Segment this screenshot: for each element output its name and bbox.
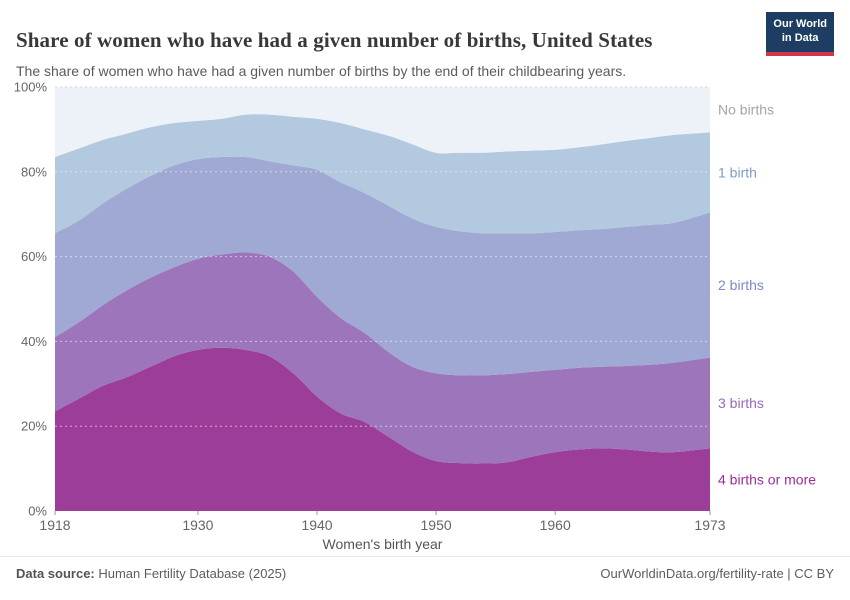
y-tick-label-80: 80% [21, 164, 47, 179]
area-band-1-birth[interactable] [55, 114, 710, 234]
credit-link[interactable]: OurWorldinData.org/fertility-rate | CC B… [600, 566, 834, 581]
series-label-1-birth[interactable]: 1 birth [718, 164, 757, 180]
x-tick-label-1950: 1950 [421, 517, 452, 533]
y-tick-label-100: 100% [14, 80, 48, 95]
y-tick-label-0: 0% [28, 504, 47, 519]
series-label-3-births[interactable]: 3 births [718, 395, 764, 411]
series-label-2-births[interactable]: 2 births [718, 277, 764, 293]
stacked-area-chart: 4 births or more 3 births 2 births 1 birth N… [14, 80, 816, 553]
y-tick-label-60: 60% [21, 249, 47, 264]
x-axis-title: Women's birth year [323, 536, 443, 552]
y-tick-label-20: 20% [21, 419, 47, 434]
owid-logo[interactable]: Our World in Data [766, 12, 834, 56]
area-band-2-births[interactable] [55, 156, 710, 376]
data-source-label: Data source: [16, 566, 95, 581]
x-tick-label-1940: 1940 [301, 517, 332, 533]
data-source: Data source: Human Fertility Database (2… [16, 566, 286, 581]
area-band-3-births[interactable] [55, 252, 710, 464]
area-band-4-births-or-more[interactable] [55, 347, 710, 511]
x-tick-label-1960: 1960 [540, 517, 571, 533]
x-tick-label-1918: 1918 [39, 517, 70, 533]
series-label-4-births-or-more[interactable]: 4 births or more [718, 472, 816, 488]
y-tick-label-40: 40% [21, 334, 47, 349]
chart-subtitle: The share of women who have had a given … [16, 63, 627, 79]
chart-footer: Data source: Human Fertility Database (2… [0, 556, 850, 581]
area-band-no-births[interactable] [55, 87, 710, 157]
owid-logo-line2: in Data [781, 31, 819, 44]
data-source-value: Human Fertility Database (2025) [94, 566, 287, 581]
x-tick-label-1973: 1973 [694, 517, 725, 533]
owid-logo-line1: Our World [773, 18, 827, 30]
series-label-no-births[interactable]: No births [718, 102, 774, 118]
chart-title: Share of women who have had a given numb… [16, 28, 653, 53]
owid-logo-red-bar [766, 51, 834, 56]
x-tick-label-1930: 1930 [182, 517, 213, 533]
